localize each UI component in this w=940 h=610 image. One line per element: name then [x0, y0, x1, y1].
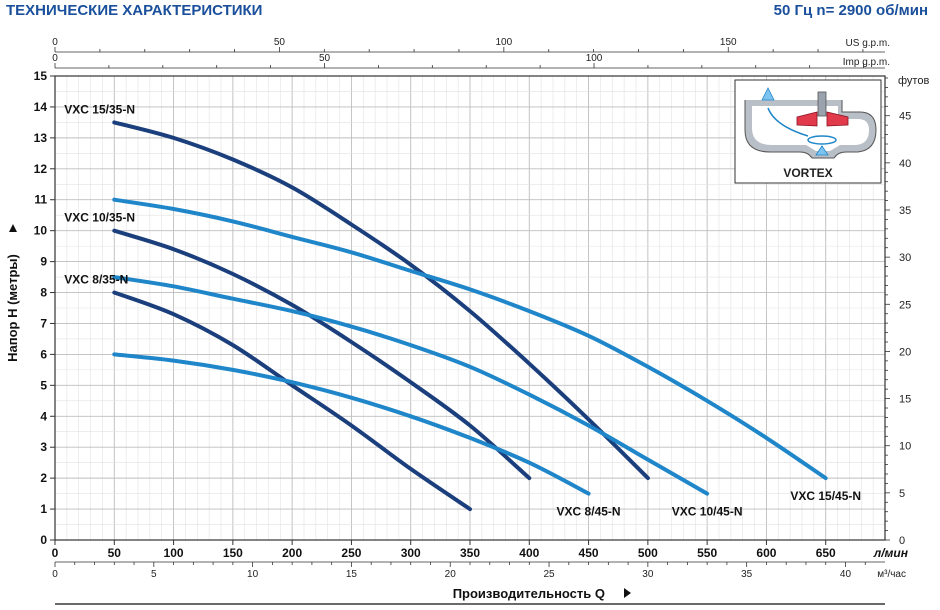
- m3h-tick-label: 5: [151, 569, 157, 580]
- y-tick-label: 13: [34, 131, 48, 145]
- feet-tick-label: 10: [899, 441, 911, 453]
- y-tick-label: 12: [34, 162, 48, 176]
- y-tick-label: 0: [40, 533, 47, 547]
- m3h-tick-label: 10: [247, 569, 259, 580]
- x-tick-label: 50: [108, 546, 122, 560]
- feet-unit-label: футов: [898, 75, 929, 87]
- feet-tick-label: 25: [899, 299, 911, 311]
- series-label: VXC 15/45-N: [790, 489, 861, 503]
- x-axis-arrow: [624, 588, 631, 598]
- feet-tick-label: 45: [899, 111, 911, 123]
- m3h-unit-label: м³/час: [877, 569, 906, 580]
- imp-gpm-unit-label: Imp g.p.m.: [843, 57, 890, 68]
- page-title: ТЕХНИЧЕСКИЕ ХАРАКТЕРИСТИКИ: [6, 2, 263, 19]
- feet-tick-label: 15: [899, 394, 911, 406]
- x-tick-label: 600: [756, 546, 776, 560]
- y-tick-label: 8: [40, 286, 47, 300]
- x-tick-label: 650: [816, 546, 836, 560]
- m3h-tick-label: 35: [741, 569, 753, 580]
- series-labels: VXC 15/35-N VXC 10/35-N VXC 8/35-N VXC 15/4…: [64, 102, 861, 518]
- series-line: [112, 352, 591, 496]
- m3h-tick-label: 25: [543, 569, 555, 580]
- series-line: [112, 228, 532, 481]
- frequency-speed-spec: 50 Гц n= 2900 об/мин: [773, 2, 928, 19]
- y-tick-label: 9: [40, 255, 47, 269]
- x-tick-label: 450: [579, 546, 599, 560]
- y-tick-label: 6: [40, 347, 47, 361]
- series-line: [112, 275, 710, 496]
- x-tick-label: 300: [401, 546, 421, 560]
- vortex-inset: VORTEX: [734, 79, 882, 184]
- x-tick-label: 100: [164, 546, 184, 560]
- series-label: VXC 10/35-N: [64, 211, 135, 225]
- axes: 0 50 100 150 200 250 300 350 400 450 500 550 600 650 л…: [5, 37, 929, 605]
- m3h-tick-label: 40: [840, 569, 852, 580]
- y-tick-label: 3: [40, 440, 47, 454]
- y-tick-label: 10: [34, 224, 48, 238]
- feet-tick-label: 20: [899, 346, 911, 358]
- y-axis-arrow: [9, 224, 17, 232]
- feet-tick-label: 35: [899, 205, 911, 217]
- x-tick-label: 550: [697, 546, 717, 560]
- y-tick-label: 14: [34, 100, 48, 114]
- y-tick-label: 4: [40, 409, 47, 423]
- us-gpm-tick-label: 100: [495, 37, 512, 48]
- y-tick-label: 15: [34, 69, 48, 83]
- x-tick-label: 250: [341, 546, 361, 560]
- us-gpm-tick-label: 0: [52, 37, 58, 48]
- series-label: VXC 10/45-N: [672, 505, 743, 519]
- m3h-tick-label: 20: [445, 569, 457, 580]
- imp-gpm-tick-label: 100: [586, 53, 603, 64]
- y-tick-label: 2: [40, 471, 47, 485]
- series-line: [112, 197, 828, 481]
- vortex-label: VORTEX: [783, 166, 832, 180]
- feet-tick-label: 0: [899, 535, 905, 547]
- series-label: VXC 8/35-N: [64, 273, 128, 287]
- vortex-impeller-icon: [744, 87, 877, 159]
- series-line: [112, 290, 472, 512]
- feet-tick-label: 30: [899, 252, 911, 264]
- x-tick-label: 150: [223, 546, 243, 560]
- x-tick-label: 500: [638, 546, 658, 560]
- x-tick-label: 400: [519, 546, 539, 560]
- y-axis-title: Напор H (метры): [5, 254, 20, 362]
- series-line: [112, 120, 650, 481]
- us-gpm-tick-label: 50: [274, 37, 286, 48]
- m3h-tick-label: 30: [642, 569, 654, 580]
- x-tick-label: 350: [460, 546, 480, 560]
- feet-tick-label: 5: [899, 488, 905, 500]
- x-tick-label: 0: [52, 546, 59, 560]
- us-gpm-unit-label: US g.p.m.: [846, 38, 890, 49]
- feet-tick-label: 40: [899, 158, 911, 170]
- y-tick-label: 5: [40, 378, 47, 392]
- x-tick-label: 200: [282, 546, 302, 560]
- imp-gpm-tick-label: 0: [52, 53, 58, 64]
- y-tick-label: 11: [34, 193, 47, 207]
- x-axis-title: Производительность Q: [453, 586, 605, 601]
- m3h-tick-label: 15: [346, 569, 358, 580]
- y-tick-label: 1: [40, 502, 47, 516]
- m3h-tick-label: 0: [52, 569, 58, 580]
- series-lines: [112, 120, 828, 512]
- grid-lines: [55, 76, 885, 540]
- series-label: VXC 8/45-N: [557, 505, 621, 519]
- y-tick-label: 7: [40, 316, 47, 330]
- imp-gpm-tick-label: 50: [319, 53, 331, 64]
- us-gpm-tick-label: 150: [720, 37, 737, 48]
- x-unit-label: л/мин: [873, 546, 909, 560]
- series-label: VXC 15/35-N: [64, 102, 135, 116]
